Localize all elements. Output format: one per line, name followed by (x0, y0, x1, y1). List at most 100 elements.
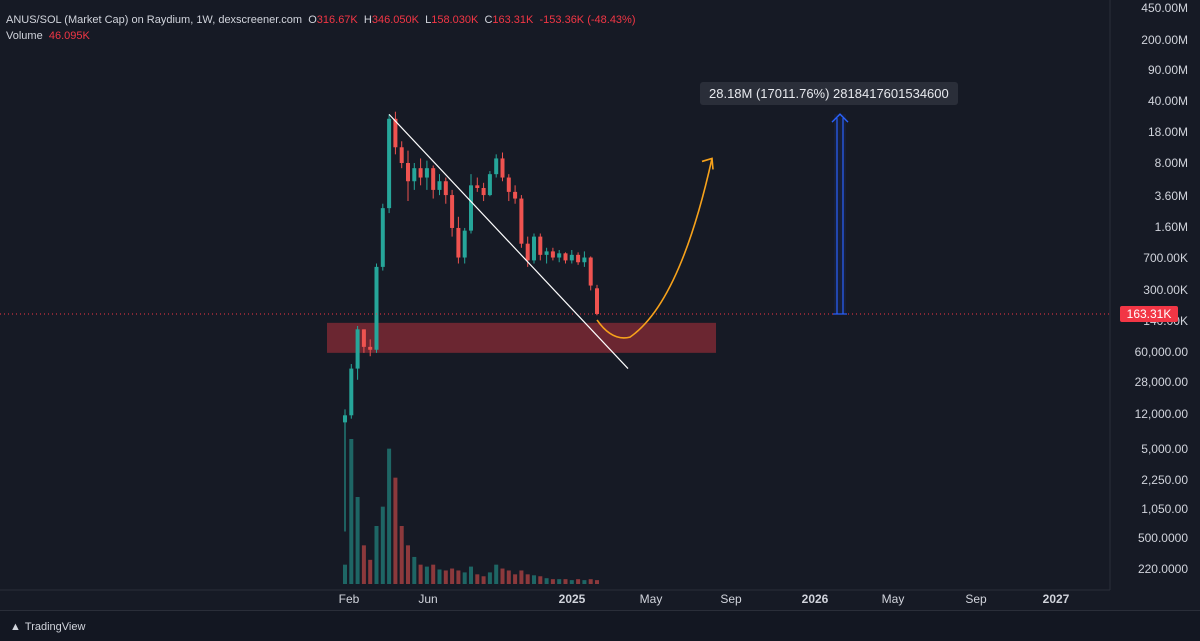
candle-body (557, 253, 562, 258)
y-tick-label: 300.00K (1143, 283, 1188, 297)
x-tick-label: Jun (418, 592, 437, 606)
volume-bar (462, 572, 467, 584)
candle-body (349, 368, 354, 416)
candle-body (506, 177, 511, 192)
footer-bar: ▲ TradingView (0, 610, 1200, 641)
candle-body (437, 181, 442, 190)
candle-body (462, 230, 467, 258)
y-tick-label: 3.60M (1155, 189, 1188, 203)
y-tick-label: 1,050.00 (1141, 502, 1188, 516)
volume-bar (494, 564, 499, 584)
volume-bar (588, 579, 593, 584)
volume-label: Volume (6, 30, 43, 42)
volume-bar (487, 572, 492, 584)
projection-arrow (596, 158, 713, 339)
candle-body (387, 118, 392, 209)
candle-body (494, 158, 499, 175)
candle-body (469, 185, 473, 231)
volume-bar (500, 568, 505, 584)
volume-bar (431, 564, 436, 584)
y-tick-label: 18.00M (1148, 125, 1188, 139)
volume-bar (437, 569, 442, 584)
volume-bar (475, 574, 480, 584)
volume-bar (513, 574, 518, 584)
volume-bar (399, 526, 404, 584)
volume-bar (532, 575, 536, 584)
volume-bar (557, 579, 562, 584)
volume-bar (569, 580, 574, 584)
x-tick-label: May (640, 592, 663, 606)
candle-body (550, 251, 555, 258)
low-label: L (425, 14, 432, 26)
candle-body (361, 329, 366, 347)
volume-bar (355, 497, 360, 584)
y-tick-label: 8.00M (1155, 156, 1188, 170)
y-tick-label: 5,000.00 (1141, 442, 1188, 456)
volume-bar (349, 439, 354, 584)
candle-body (487, 174, 492, 196)
brand-label: TradingView (24, 621, 86, 633)
y-tick-label: 40.00M (1148, 94, 1188, 108)
x-tick-label: Feb (339, 592, 360, 606)
volume-bar (538, 576, 543, 584)
x-tick-label: 2026 (802, 592, 829, 606)
candle-body (393, 118, 398, 148)
candle-body (399, 147, 404, 163)
candle-body (569, 254, 574, 261)
volume-bar (544, 578, 549, 584)
volume-bar (550, 579, 555, 584)
volume-bar (456, 570, 461, 584)
candle-body (406, 163, 410, 182)
candle-body (525, 243, 530, 261)
high-label: H (363, 14, 372, 26)
current-price-tag: 163.31K (1127, 307, 1172, 321)
volume-bar (368, 559, 373, 584)
tradingview-logo[interactable]: ▲ TradingView (10, 621, 85, 633)
volume-bar (424, 566, 429, 584)
high-value: 346.050K (371, 14, 419, 26)
candle-body (456, 227, 461, 258)
x-tick-label: Sep (965, 592, 987, 606)
descending-trendline (388, 113, 629, 369)
candle-body (355, 329, 360, 369)
candle-body (544, 251, 549, 255)
price-chart[interactable]: 450.00M 200.00M 90.00M 40.00M 18.00M 8.00M 3.6… (0, 0, 1200, 610)
volume-bar (469, 566, 473, 584)
candle-body (368, 346, 373, 350)
candle-body (532, 236, 536, 261)
y-tick-label: 200.00M (1141, 33, 1188, 47)
volume-bar (418, 564, 423, 584)
volume-bar (563, 579, 568, 584)
x-tick-label: 2025 (559, 592, 586, 606)
candle-body (500, 158, 505, 178)
candle-body (513, 191, 518, 199)
close-value: 163.31K (492, 14, 534, 26)
low-value: 158.030K (431, 14, 479, 26)
price-tag-bg (1120, 306, 1178, 322)
volume-bar (595, 580, 599, 584)
candle-body (582, 257, 587, 263)
candle-body (343, 415, 347, 423)
volume-bar (374, 526, 379, 584)
volume-bar (361, 545, 366, 584)
y-tick-label: 28,000.00 (1135, 375, 1189, 389)
y-tick-label: 700.00K (1143, 251, 1188, 265)
volume-bar (412, 556, 417, 584)
support-zone (327, 322, 716, 353)
x-tick-label: 2027 (1043, 592, 1070, 606)
volume-bar (343, 564, 347, 584)
volume-value: 46.095K (48, 30, 90, 42)
tradingview-icon: ▲ (10, 621, 21, 633)
candle-body (519, 198, 524, 244)
symbol-title: ANUS/SOL (Market Cap) on Raydium, 1W, de… (6, 14, 303, 26)
volume-bar (506, 570, 511, 584)
volume-bar (576, 579, 581, 584)
y-tick-label: 1.60M (1155, 220, 1188, 234)
measure-label: 28.18M (17011.76%) 2818417601534600 (700, 82, 958, 105)
measure-arrowhead (831, 113, 849, 123)
candle-body (424, 168, 429, 178)
candle-body (481, 188, 486, 196)
volume-header: Volume 46.095K (6, 30, 90, 42)
volume-bar (380, 506, 385, 584)
x-tick-label: Sep (720, 592, 742, 606)
